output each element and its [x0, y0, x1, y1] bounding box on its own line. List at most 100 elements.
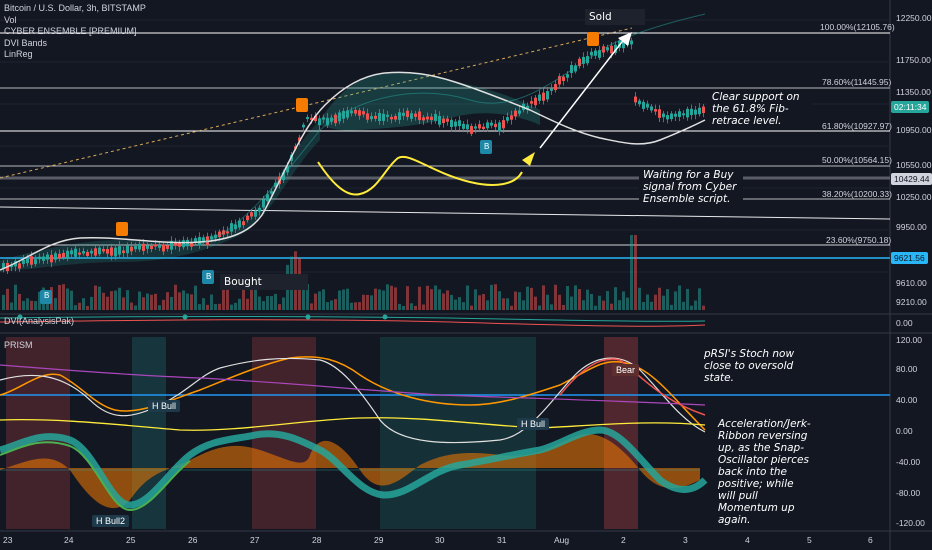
prsi-annotation[interactable]: pRSI's Stoch now close to oversold state…	[700, 346, 802, 386]
candle-body	[218, 231, 221, 237]
volume-bar	[350, 302, 353, 310]
candle-body	[610, 45, 613, 54]
volume-bar	[402, 305, 405, 310]
candle-body	[486, 122, 489, 129]
buy-marker-label: B	[44, 291, 50, 300]
candle-body	[178, 242, 181, 247]
dvi-pane-label[interactable]: DVI(AnalysisPak)	[4, 316, 75, 326]
countdown-badge: 02:11:34	[891, 101, 930, 113]
candle-body	[402, 112, 405, 116]
candle-body	[70, 250, 73, 255]
legend-dvi-bands[interactable]: DVI Bands	[4, 37, 48, 48]
legend-vol[interactable]: Vol	[4, 14, 17, 25]
volume-bar	[194, 285, 197, 310]
accel-annotation[interactable]: Acceleration/Jerk-Ribbon reversing up, a…	[714, 416, 814, 528]
candle-body	[382, 113, 385, 121]
prism-pane-label[interactable]: PRISM	[4, 340, 33, 350]
volume-bar	[574, 285, 577, 310]
support-annotation[interactable]: Clear support on the 61.8% Fib-retrace l…	[708, 89, 812, 129]
candle-body	[558, 76, 561, 85]
candle-body	[394, 116, 397, 120]
volume-bar	[686, 288, 689, 310]
volume-bar	[586, 289, 589, 310]
volume-bar	[614, 287, 617, 310]
time-tick: 30	[435, 535, 445, 545]
volume-bar	[170, 296, 173, 310]
candle-body	[270, 191, 273, 194]
price-tick: 9610.00	[896, 278, 927, 288]
waiting-annotation[interactable]: Waiting for a Buy signal from Cyber Ense…	[639, 167, 743, 207]
volume-bar	[650, 301, 653, 310]
candle-body	[214, 234, 217, 239]
candle-body	[410, 113, 413, 119]
volume-bar	[22, 300, 25, 310]
legend-cyber-ensemble[interactable]: CYBER ENSEMBLE [PREMIUM]	[4, 26, 137, 36]
volume-bar	[206, 304, 209, 310]
volume-bar	[414, 305, 417, 310]
volume-bar	[582, 300, 585, 310]
candle-body	[54, 253, 57, 260]
volume-bar	[666, 289, 669, 310]
volume-bar	[198, 304, 201, 310]
volume-bar	[18, 293, 21, 310]
volume-bar	[682, 301, 685, 310]
volume-bar	[618, 300, 621, 310]
buy-marker-label: B	[206, 272, 212, 281]
volume-bar	[518, 292, 521, 310]
candle-body	[498, 122, 501, 132]
candle-body	[502, 120, 505, 129]
volume-bar	[214, 303, 217, 310]
prism-tick: 0.00	[896, 426, 913, 436]
fib-label: 100.00%(12105.76)	[820, 22, 895, 32]
volume-bar	[322, 289, 325, 310]
time-tick: 23	[3, 535, 13, 545]
volume-bar	[142, 297, 145, 310]
candle-body	[594, 50, 597, 56]
candle-body	[638, 100, 641, 105]
sold-annotation[interactable]: Sold	[585, 9, 645, 25]
candle-body	[78, 252, 81, 255]
volume-bar	[262, 301, 265, 310]
volume-bar	[10, 302, 13, 310]
candle-body	[26, 258, 29, 264]
volume-bar	[266, 296, 269, 310]
symbol-title[interactable]: Bitcoin / U.S. Dollar, 3h, BITSTAMP	[4, 3, 146, 13]
candle-body	[194, 238, 197, 243]
candle-body	[414, 113, 417, 117]
bear-label: Bear	[612, 364, 640, 376]
candle-body	[130, 246, 133, 252]
candle-body	[450, 119, 453, 128]
volume-bar	[498, 291, 501, 310]
candle-body	[538, 94, 541, 101]
candle-body	[286, 165, 289, 173]
volume-bar	[622, 291, 625, 310]
candle-body	[422, 117, 425, 121]
candle-body	[202, 237, 205, 242]
volume-bar	[58, 284, 61, 310]
legend-linreg[interactable]: LinReg	[4, 49, 33, 59]
candle-body	[474, 126, 477, 129]
volume-bar	[226, 289, 229, 310]
price-tick: 10550.00	[896, 160, 932, 170]
candle-body	[370, 116, 373, 120]
prism-tick: 80.00	[896, 364, 918, 374]
volume-bar	[326, 302, 329, 310]
candle-body	[334, 114, 337, 124]
volume-bar	[678, 285, 681, 310]
bought-annotation[interactable]: Bought	[220, 274, 308, 290]
volume-bar	[418, 286, 421, 310]
signal-markers	[40, 32, 599, 304]
candle-body	[634, 96, 637, 103]
volume-bar	[210, 294, 213, 310]
volume-bar	[478, 295, 481, 310]
h-bull-label: H Bull	[517, 418, 550, 430]
volume-bar	[230, 304, 233, 310]
candle-body	[318, 118, 321, 126]
fib-label: 61.80%(10927.97)	[822, 121, 892, 131]
candle-body	[362, 111, 365, 115]
volume-bar	[578, 289, 581, 310]
prism-tick: 120.00	[896, 335, 922, 345]
candle-body	[66, 250, 69, 259]
time-tick: 26	[188, 535, 198, 545]
candle-body	[550, 88, 553, 91]
